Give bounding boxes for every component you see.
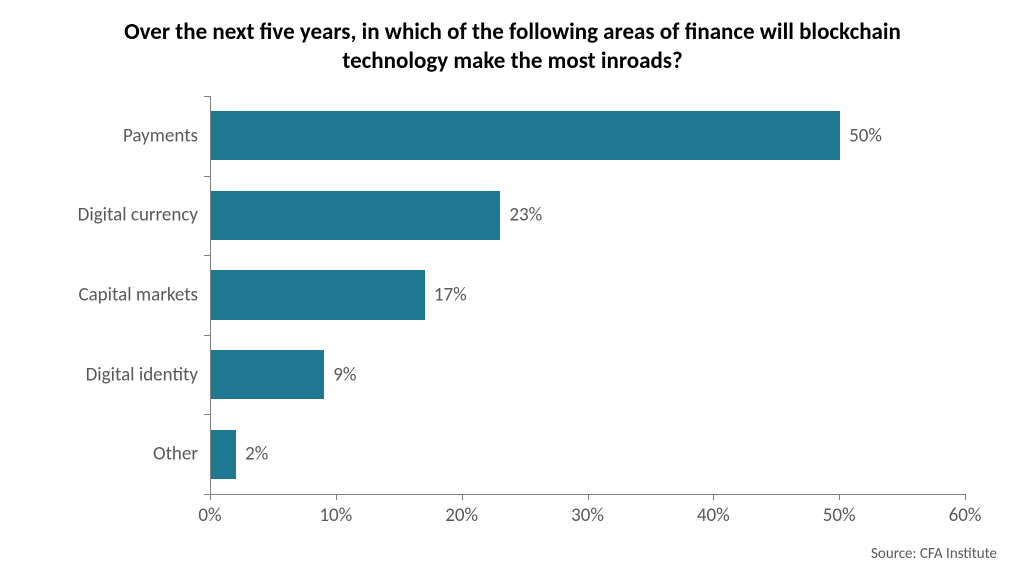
x-tick (588, 494, 589, 500)
x-tick-label: 0% (198, 504, 221, 527)
y-tick (204, 414, 210, 415)
bar (211, 111, 840, 160)
x-tick-label: 40% (697, 504, 730, 527)
x-tick-label: 50% (823, 504, 856, 527)
x-tick-label: 10% (319, 504, 352, 527)
y-tick (204, 96, 210, 97)
bar (211, 350, 324, 399)
category-label: Digital identity (86, 363, 210, 386)
x-tick-label: 20% (445, 504, 478, 527)
x-tick (965, 494, 966, 500)
y-tick (204, 335, 210, 336)
x-tick (210, 494, 211, 500)
value-label: 9% (333, 363, 356, 386)
category-label: Other (153, 443, 210, 466)
x-tick (462, 494, 463, 500)
bar (211, 270, 425, 319)
chart-title: Over the next five years, in which of th… (0, 18, 1025, 76)
x-tick (336, 494, 337, 500)
bar (211, 191, 500, 240)
chart-source: Source: CFA Institute (871, 545, 997, 563)
y-tick (204, 255, 210, 256)
bar (211, 430, 236, 479)
x-tick-label: 30% (571, 504, 604, 527)
plot-area: 0%10%20%30%40%50%60%Payments50%Digital c… (210, 96, 965, 494)
value-label: 2% (245, 443, 268, 466)
x-tick (713, 494, 714, 500)
category-label: Capital markets (78, 284, 210, 307)
category-label: Payments (123, 124, 210, 147)
value-label: 17% (434, 284, 467, 307)
x-tick (839, 494, 840, 500)
y-tick (204, 494, 210, 495)
x-tick-label: 60% (949, 504, 982, 527)
value-label: 23% (509, 204, 542, 227)
category-label: Digital currency (78, 204, 210, 227)
chart-container: Over the next five years, in which of th… (0, 0, 1025, 577)
y-tick (204, 176, 210, 177)
value-label: 50% (849, 124, 882, 147)
